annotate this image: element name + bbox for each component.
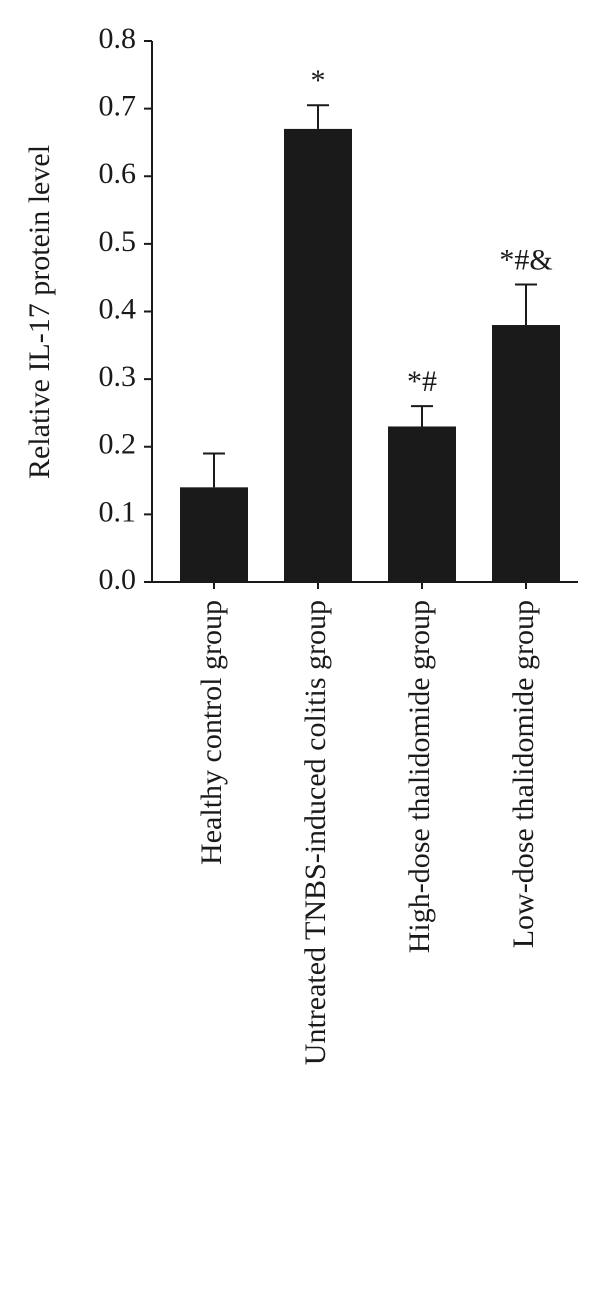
annotation: *#& [499,243,552,276]
x-tick-label: Low-dose thalidomide group [507,600,540,948]
y-tick-label: 0.7 [99,90,137,123]
y-tick-label: 0.6 [99,157,137,190]
y-tick-label: 0.3 [99,360,137,393]
x-tick-label: Untreated TNBS-induced colitis group [299,600,332,1065]
error-bar [411,405,433,427]
bar [284,128,352,582]
y-tick-label: 0.5 [99,225,137,258]
y-tick-label: 0.1 [99,495,137,528]
x-tick-label: Healthy control group [195,600,228,865]
bar [180,487,248,582]
y-tick-label: 0.8 [99,22,137,55]
y-tick-label: 0.4 [99,292,137,325]
annotation: * [311,64,326,97]
y-tick-label: 0.2 [99,428,137,461]
y-axis-label: Relative IL-17 protein level [23,145,56,479]
y-tick-label: 0.0 [99,563,137,596]
bar [388,426,456,582]
annotation: *# [407,365,437,398]
error-bar [203,452,225,488]
bar [492,325,560,582]
error-bar [307,104,329,129]
x-tick-label: High-dose thalidomide group [403,600,436,953]
error-bar [515,283,537,326]
